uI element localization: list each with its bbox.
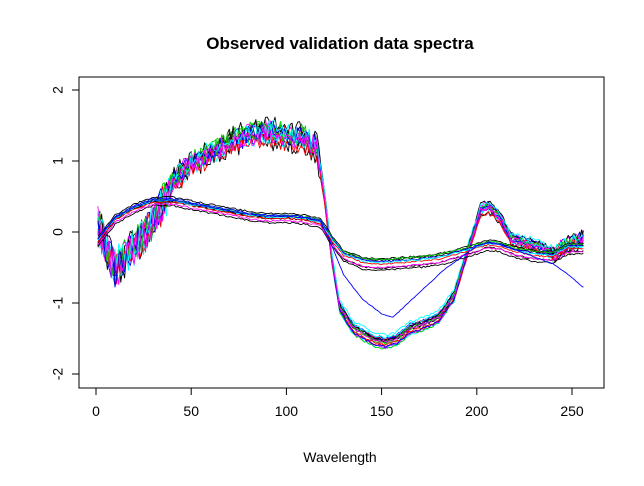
y-tick-label: 2 (50, 86, 66, 94)
series-layer (97, 116, 584, 350)
spectrum-line (97, 195, 584, 260)
x-tick-label: 0 (92, 403, 100, 419)
x-axis: 0 50 100 150 200 250 (92, 387, 584, 419)
chart-title: Observed validation data spectra (206, 34, 474, 53)
y-tick-label: -1 (50, 297, 66, 310)
y-axis: -2 -1 0 1 2 (50, 86, 80, 381)
spectrum-line (97, 201, 584, 265)
spectrum-line (97, 121, 584, 349)
y-tick-label: -2 (50, 368, 66, 381)
spectrum-line (97, 124, 584, 343)
spectrum-line (97, 197, 584, 263)
y-tick-label: 1 (50, 157, 66, 165)
x-axis-label: Wavelength (303, 449, 376, 465)
spectrum-line (97, 204, 584, 272)
spectrum-line (97, 199, 584, 318)
x-tick-label: 150 (370, 403, 394, 419)
spectrum-line (97, 116, 584, 342)
spectrum-line (97, 202, 584, 269)
spectrum-line (97, 119, 584, 337)
x-tick-label: 250 (560, 403, 584, 419)
x-tick-label: 50 (183, 403, 199, 419)
x-tick-label: 200 (465, 403, 489, 419)
y-tick-label: 0 (50, 228, 66, 236)
x-tick-label: 100 (275, 403, 299, 419)
